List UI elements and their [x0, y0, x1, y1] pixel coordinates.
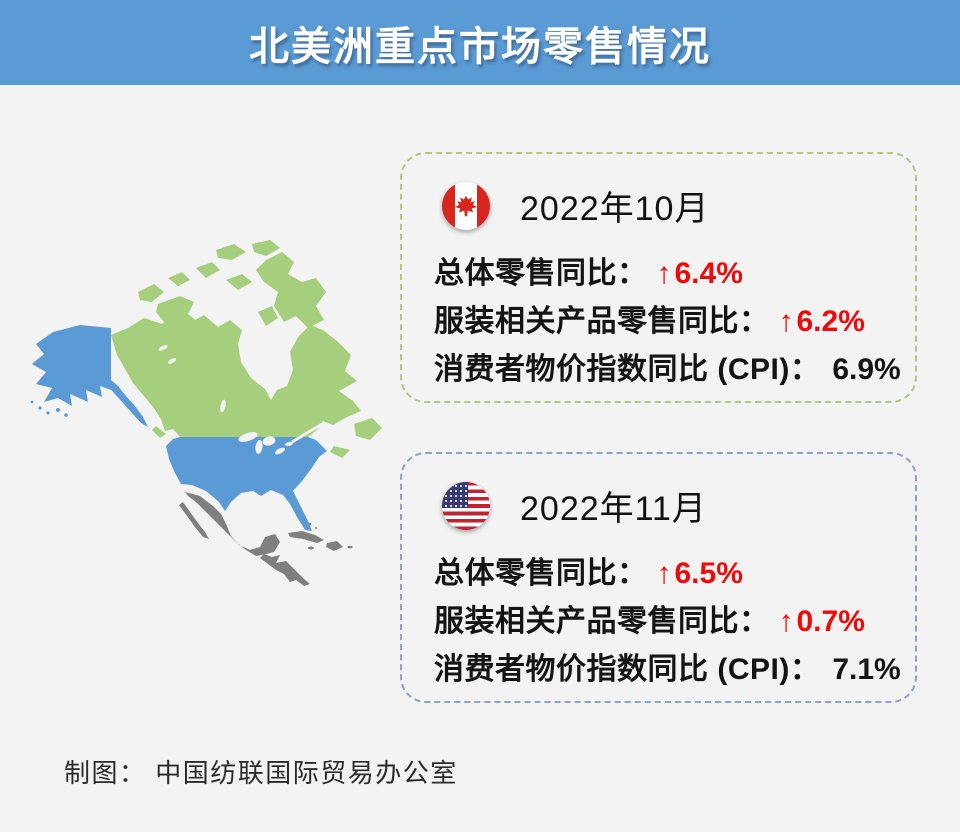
usa-flag-canton	[442, 481, 468, 508]
up-arrow: ↑	[778, 305, 794, 338]
card-canada-stats: 总体零售同比： ↑ 6.4% 服装相关产品零售同比： ↑ 6.2% 消费者物价指数同比 …	[434, 250, 915, 394]
canada-flag-red-bar	[442, 181, 455, 230]
stat-value: 6.5%	[674, 557, 743, 590]
card-canada-header: 2022年10月	[442, 181, 915, 230]
stat-label: 服装相关产品零售同比：	[434, 605, 770, 638]
up-arrow: ↑	[656, 257, 672, 290]
stat-value: 6.9%	[832, 353, 901, 386]
map-mexico-region	[179, 492, 353, 586]
period-label: 2022年11月	[520, 490, 707, 528]
map-canada	[111, 240, 382, 458]
credit-line: 制图： 中国纺联国际贸易办公室	[64, 758, 458, 788]
map-usa	[166, 437, 327, 531]
stat-row: 消费者物价指数同比 (CPI)： 6.9%	[434, 346, 915, 394]
up-arrow: ↑	[656, 557, 672, 590]
stat-row: 总体零售同比： ↑ 6.4%	[434, 250, 915, 298]
stat-label: 服装相关产品零售同比：	[434, 305, 770, 338]
stat-value: 6.2%	[796, 305, 865, 338]
stat-row: 服装相关产品零售同比： ↑ 0.7%	[434, 598, 915, 646]
stat-label: 总体零售同比：	[434, 257, 648, 290]
canada-flag-red-bar	[477, 181, 490, 230]
card-usa: 2022年11月 总体零售同比： ↑ 6.5% 服装相关产品零售同比： ↑ 0.7% 消…	[400, 452, 917, 703]
card-canada: 2022年10月 总体零售同比： ↑ 6.4% 服装相关产品零售同比： ↑ 6.2% 消…	[400, 152, 917, 403]
period-label: 2022年10月	[520, 190, 710, 228]
stat-label: 总体零售同比：	[434, 557, 648, 590]
card-usa-stats: 总体零售同比： ↑ 6.5% 服装相关产品零售同比： ↑ 0.7% 消费者物价指数同比 …	[434, 550, 915, 694]
stat-value: 0.7%	[796, 605, 865, 638]
stat-label: 消费者物价指数同比 (CPI)：	[434, 653, 821, 686]
stat-label: 消费者物价指数同比 (CPI)：	[434, 353, 821, 386]
stat-value: 6.4%	[674, 257, 743, 290]
card-usa-header: 2022年11月	[442, 481, 915, 530]
page-title: 北美洲重点市场零售情况	[249, 24, 711, 69]
maple-leaf-icon	[455, 195, 477, 216]
canada-flag-icon	[442, 181, 490, 230]
content-area: 2022年10月 总体零售同比： ↑ 6.4% 服装相关产品零售同比： ↑ 6.2% 消…	[0, 85, 960, 832]
map-lakes	[158, 345, 323, 455]
stat-row: 消费者物价指数同比 (CPI)： 7.1%	[434, 646, 915, 694]
stat-row: 总体零售同比： ↑ 6.5%	[434, 550, 915, 598]
up-arrow: ↑	[778, 605, 794, 638]
title-bar: 北美洲重点市场零售情况	[0, 0, 960, 85]
stat-row: 服装相关产品零售同比： ↑ 6.2%	[434, 298, 915, 346]
stat-value: 7.1%	[832, 653, 901, 686]
usa-flag-icon	[442, 481, 490, 530]
north-america-map	[30, 240, 382, 586]
map-alaska	[30, 325, 148, 427]
